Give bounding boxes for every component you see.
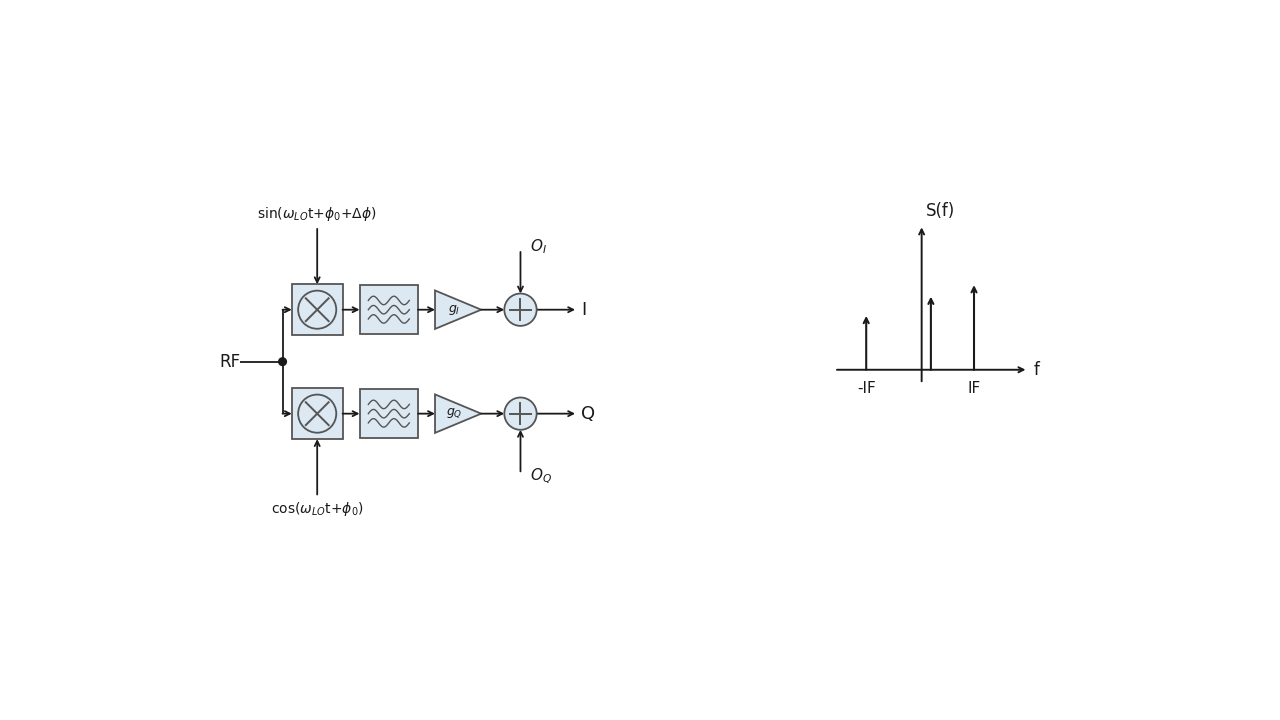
Text: sin($\omega_{LO}$t+$\phi_0$+$\Delta\phi$): sin($\omega_{LO}$t+$\phi_0$+$\Delta\phi$… bbox=[257, 205, 378, 223]
Text: Q: Q bbox=[581, 405, 595, 423]
Bar bbox=[292, 284, 343, 335]
Polygon shape bbox=[435, 290, 481, 329]
Bar bbox=[360, 285, 419, 334]
Circle shape bbox=[298, 395, 337, 433]
Text: cos($\omega_{LO}$t+$\phi_0$): cos($\omega_{LO}$t+$\phi_0$) bbox=[271, 500, 364, 518]
Circle shape bbox=[504, 294, 536, 326]
Bar bbox=[292, 388, 343, 439]
Text: I: I bbox=[581, 301, 586, 319]
Text: f: f bbox=[1033, 361, 1039, 379]
Circle shape bbox=[298, 291, 337, 329]
Text: $O_Q$: $O_Q$ bbox=[530, 467, 552, 487]
Text: RF: RF bbox=[219, 353, 241, 371]
Text: IF: IF bbox=[968, 382, 980, 396]
Text: S(f): S(f) bbox=[925, 202, 955, 220]
Bar bbox=[360, 389, 419, 438]
Text: $g_Q$: $g_Q$ bbox=[447, 407, 462, 420]
Polygon shape bbox=[435, 395, 481, 433]
Circle shape bbox=[504, 397, 536, 430]
Circle shape bbox=[279, 358, 287, 366]
Text: -IF: -IF bbox=[856, 382, 876, 396]
Text: $O_I$: $O_I$ bbox=[530, 237, 547, 256]
Text: $g_I$: $g_I$ bbox=[448, 302, 461, 317]
